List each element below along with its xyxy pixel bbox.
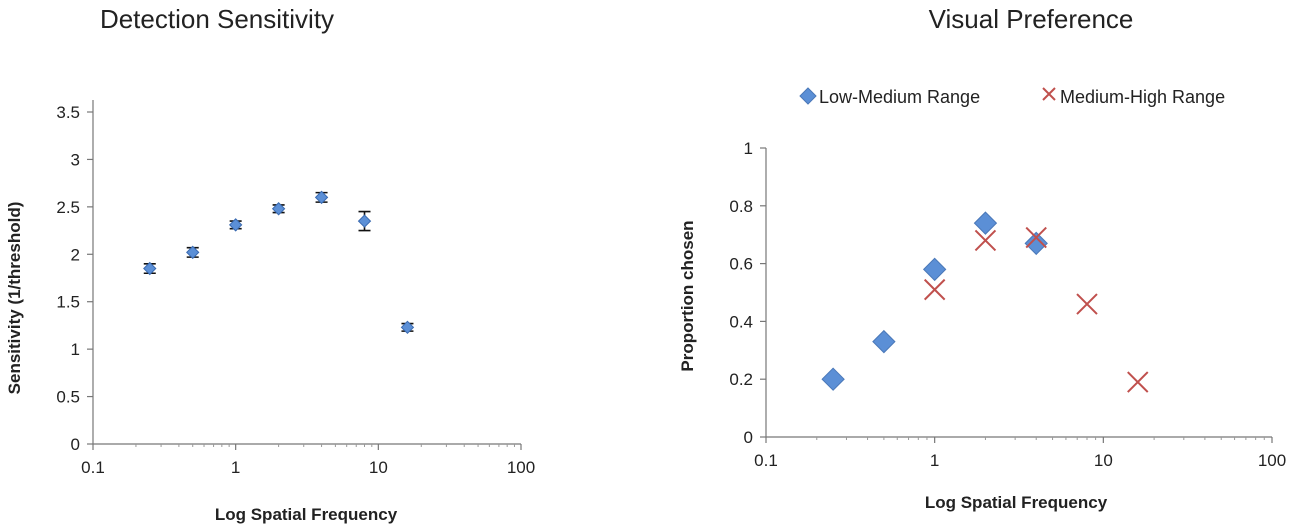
y-tick-label: 0	[71, 435, 80, 454]
y-tick-label: 0.5	[56, 388, 80, 407]
x-tick-label: 100	[1258, 451, 1286, 470]
y-tick-label: 0.4	[729, 312, 753, 331]
y-ticks: 0 0.5 1 1.5 2 2.5 3 3.5	[56, 103, 93, 454]
x-axis-label: Log Spatial Frequency	[215, 505, 398, 524]
y-tick-label: 1.5	[56, 293, 80, 312]
data-point-diamond	[872, 329, 896, 354]
y-axis-label: Proportion chosen	[678, 220, 697, 371]
data-point-x	[974, 229, 997, 252]
x-tick-label: 0.1	[81, 458, 105, 477]
data-point	[186, 245, 200, 260]
data-point-x	[1127, 371, 1149, 393]
data-point	[314, 190, 329, 205]
legend: Low-Medium Range Medium-High Range	[799, 87, 1225, 107]
data-marks	[821, 211, 1149, 393]
y-tick-label: 0.6	[729, 255, 753, 274]
x-tick-label: 10	[369, 458, 388, 477]
legend-item-low-medium: Low-Medium Range	[799, 87, 980, 107]
data-point	[271, 202, 286, 216]
x-tick-label: 1	[231, 458, 240, 477]
y-tick-label: 1	[744, 139, 753, 158]
legend-x-icon	[1042, 87, 1056, 101]
x-tick-label: 1	[930, 451, 939, 470]
data-point-x	[923, 278, 946, 301]
chart-title: Detection Sensitivity	[100, 4, 334, 34]
legend-label: Low-Medium Range	[819, 87, 980, 107]
legend-diamond-icon	[799, 87, 817, 105]
y-tick-label: 0.2	[729, 370, 753, 389]
legend-item-medium-high: Medium-High Range	[1042, 87, 1225, 107]
data-point-diamond	[973, 211, 998, 235]
data-point	[143, 261, 157, 276]
data-point-diamond	[821, 367, 845, 391]
y-tick-label: 0	[744, 428, 753, 447]
x-ticks: 0.1 1 10 100	[81, 444, 535, 477]
y-ticks: 0 0.2 0.4 0.6 0.8 1	[729, 139, 766, 447]
data-point-diamond	[922, 257, 947, 282]
data-point-diamond	[1024, 231, 1048, 256]
data-point	[357, 214, 372, 228]
y-tick-label: 3	[71, 150, 80, 169]
legend-label: Medium-High Range	[1060, 87, 1225, 107]
data-point	[400, 320, 415, 335]
chart-title: Visual Preference	[929, 4, 1134, 34]
x-axis-label: Log Spatial Frequency	[925, 493, 1108, 512]
y-tick-label: 3.5	[56, 103, 80, 122]
x-tick-label: 10	[1094, 451, 1113, 470]
y-tick-label: 2.5	[56, 198, 80, 217]
y-axis-label: Sensitivity (1/threshold)	[5, 202, 24, 395]
y-tick-label: 0.8	[729, 197, 753, 216]
x-ticks: 0.1 1 10 100	[754, 437, 1286, 470]
chart-visual-preference: Visual Preference Low-Medium Range Mediu…	[678, 4, 1286, 512]
y-tick-label: 2	[71, 245, 80, 264]
data-point-x	[1076, 293, 1098, 315]
data-marks	[143, 190, 415, 335]
chart-detection-sensitivity: Detection Sensitivity Log Spatial Freque…	[5, 4, 535, 524]
data-point-x	[1025, 226, 1047, 249]
x-tick-label: 100	[507, 458, 535, 477]
x-tick-label: 0.1	[754, 451, 778, 470]
data-point	[228, 218, 243, 232]
y-tick-label: 1	[71, 340, 80, 359]
